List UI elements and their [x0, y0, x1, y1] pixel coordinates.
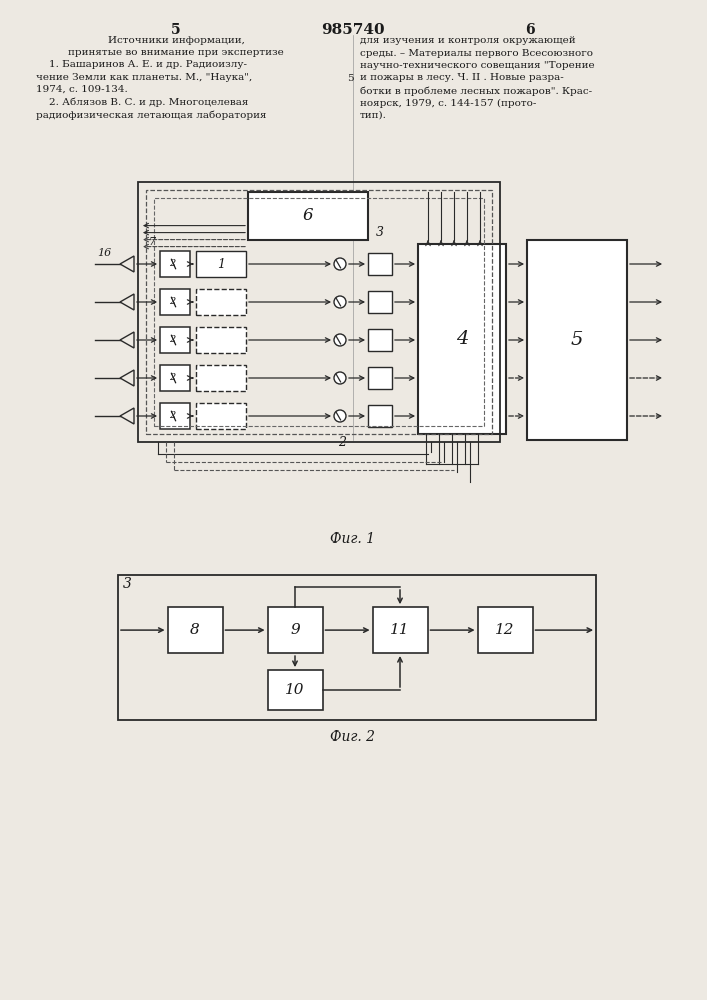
Text: Фиг. 1: Фиг. 1 — [330, 532, 375, 546]
Circle shape — [334, 334, 346, 346]
Text: 8: 8 — [190, 623, 200, 637]
Bar — [373, 607, 428, 653]
Bar — [418, 244, 506, 434]
Bar — [196, 403, 246, 429]
Bar — [368, 291, 392, 313]
Bar — [154, 198, 484, 426]
Text: 9: 9 — [290, 623, 300, 637]
Text: 2. Аблязов В. С. и др. Многоцелевая: 2. Аблязов В. С. и др. Многоцелевая — [36, 98, 248, 107]
Bar — [267, 607, 322, 653]
Bar — [267, 670, 322, 710]
Bar — [368, 367, 392, 389]
Text: 7: 7 — [148, 237, 156, 247]
Text: принятые во внимание при экспертизе: принятые во внимание при экспертизе — [68, 48, 284, 57]
Text: для изучения и контроля окружающей: для изучения и контроля окружающей — [360, 36, 575, 45]
Bar — [196, 289, 246, 315]
Text: 12: 12 — [495, 623, 515, 637]
Text: 10: 10 — [285, 683, 305, 697]
Text: чение Земли как планеты. М., "Наука",: чение Земли как планеты. М., "Наука", — [36, 73, 252, 82]
Text: 1. Башаринов А. Е. и др. Радиоизлу-: 1. Башаринов А. Е. и др. Радиоизлу- — [36, 60, 247, 69]
Text: 16: 16 — [97, 248, 111, 258]
Text: 11: 11 — [390, 623, 410, 637]
Text: 985740: 985740 — [321, 23, 385, 37]
Bar — [196, 365, 246, 391]
Text: и пожары в лесу. Ч. II . Новые разра-: и пожары в лесу. Ч. II . Новые разра- — [360, 74, 563, 83]
Bar — [368, 329, 392, 351]
Bar — [118, 575, 596, 720]
Bar — [160, 289, 190, 315]
Text: 5: 5 — [171, 23, 181, 37]
Text: 3: 3 — [376, 226, 384, 239]
Text: Фиг. 2: Фиг. 2 — [330, 730, 375, 744]
Text: 2: 2 — [169, 373, 175, 382]
Bar — [160, 365, 190, 391]
Text: 3: 3 — [123, 577, 132, 591]
Bar — [138, 182, 500, 442]
Text: 2: 2 — [169, 336, 175, 344]
Bar — [196, 251, 246, 277]
Bar — [160, 251, 190, 277]
Text: 5: 5 — [347, 74, 354, 83]
Text: среды. – Материалы первого Всесоюзного: среды. – Материалы первого Всесоюзного — [360, 48, 593, 57]
Text: 2: 2 — [169, 259, 175, 268]
Text: 6: 6 — [525, 23, 534, 37]
Text: 1974, с. 109-134.: 1974, с. 109-134. — [36, 85, 128, 94]
Text: 2: 2 — [338, 436, 346, 449]
Bar — [160, 403, 190, 429]
Text: радиофизическая летающая лаборатория: радиофизическая летающая лаборатория — [36, 110, 267, 119]
Text: 1: 1 — [217, 257, 225, 270]
Bar — [146, 190, 492, 434]
Text: ноярск, 1979, с. 144-157 (прото-: ноярск, 1979, с. 144-157 (прото- — [360, 99, 537, 108]
Bar — [368, 405, 392, 427]
Text: 4: 4 — [456, 330, 468, 348]
Bar — [248, 192, 368, 240]
Bar — [196, 327, 246, 353]
Circle shape — [334, 410, 346, 422]
Circle shape — [334, 296, 346, 308]
Circle shape — [334, 372, 346, 384]
Text: 2: 2 — [169, 412, 175, 420]
Bar — [368, 253, 392, 275]
Bar — [527, 240, 627, 440]
Text: Источники информации,: Источники информации, — [107, 36, 245, 45]
Text: 6: 6 — [303, 208, 313, 225]
Text: научно-технического совещания "Торение: научно-технического совещания "Торение — [360, 61, 595, 70]
Text: тип).: тип). — [360, 111, 387, 120]
Text: 2: 2 — [169, 298, 175, 306]
Text: 5: 5 — [571, 331, 583, 349]
Bar — [477, 607, 532, 653]
Bar — [160, 327, 190, 353]
Bar — [168, 607, 223, 653]
Text: ботки в проблеме лесных пожаров". Крас-: ботки в проблеме лесных пожаров". Крас- — [360, 86, 592, 96]
Circle shape — [334, 258, 346, 270]
